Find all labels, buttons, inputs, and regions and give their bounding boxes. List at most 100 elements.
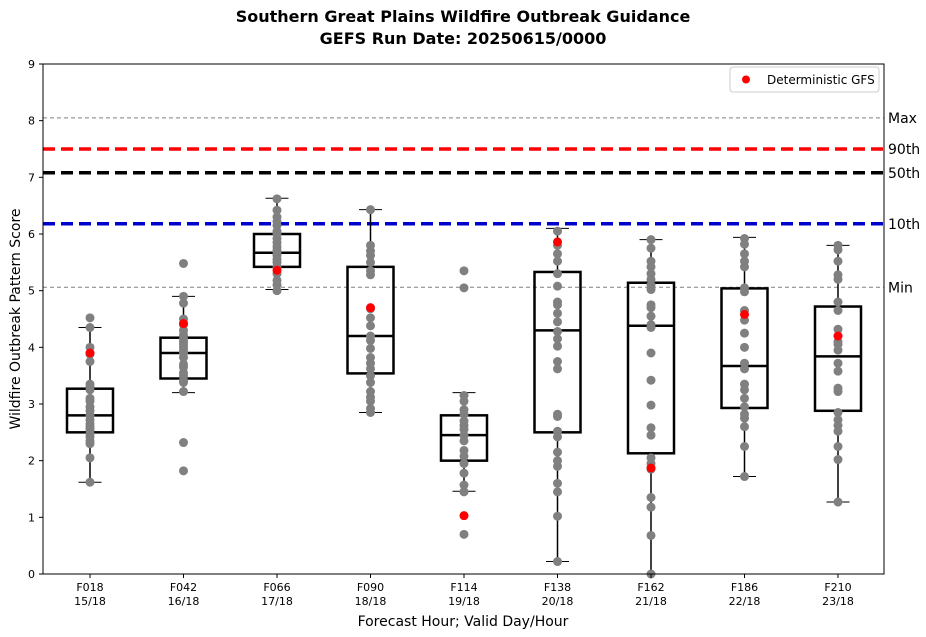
ensemble-member-point [553, 364, 562, 374]
ensemble-member-point [553, 326, 562, 336]
ensemble-member-point [366, 257, 375, 267]
ensemble-member-point [646, 348, 656, 358]
y-tick-label: 1 [28, 511, 35, 524]
y-tick-label: 4 [28, 341, 35, 354]
ensemble-member-point [740, 379, 749, 389]
reference-label-10th: 10th [888, 217, 920, 233]
ensemble-member-point [459, 487, 469, 497]
ensemble-member-point [272, 275, 282, 285]
x-tick-label: F114 19/18 [448, 581, 480, 608]
ensemble-member-point [179, 298, 188, 308]
ensemble-member-point [179, 438, 188, 448]
deterministic-gfs-point [459, 511, 469, 521]
ensemble-member-point [366, 321, 375, 331]
ensemble-member-point [553, 511, 562, 521]
x-tick-label: F162 21/18 [635, 581, 667, 608]
ensemble-member-point [459, 405, 469, 415]
legend-marker-deterministic [742, 75, 750, 84]
reference-label-50th: 50th [888, 166, 920, 182]
ensemble-member-point [179, 466, 188, 476]
deterministic-gfs-point [833, 331, 843, 341]
reference-label-max: Max [888, 111, 917, 127]
ensemble-member-point [272, 212, 282, 222]
ensemble-member-point [553, 256, 562, 266]
ensemble-member-point [553, 269, 562, 279]
ensemble-member-point [833, 455, 843, 465]
x-tick-label: F018 15/18 [74, 581, 106, 608]
ensemble-member-point [553, 487, 562, 497]
ensemble-member-point [833, 497, 843, 507]
ensemble-member-point [646, 493, 656, 502]
ensemble-member-point [833, 442, 843, 451]
ensemble-member-point [833, 358, 843, 368]
ensemble-member-point [740, 249, 749, 259]
ensemble-member-point [740, 328, 749, 338]
ensemble-member-point [366, 313, 375, 323]
ensemble-member-point [366, 371, 375, 381]
ensemble-member-point [366, 404, 375, 414]
ensemble-member-point [553, 308, 562, 318]
deterministic-gfs-point [740, 309, 749, 319]
ensemble-member-point [646, 311, 656, 321]
plot-area: 0 1 2 3 4 5 6 7 8 9 Max 90th 50th 10th Min F018 15/18 F04… [28, 58, 920, 608]
deterministic-gfs-point [366, 303, 375, 313]
chart-title: Southern Great Plains Wildfire Outbreak … [236, 7, 691, 26]
ensemble-member-point [553, 226, 562, 236]
deterministic-gfs-point [272, 265, 282, 275]
ensemble-member-point [85, 313, 95, 323]
ensemble-member-point [740, 234, 749, 244]
ensemble-member-point [553, 281, 562, 291]
deterministic-gfs-point [553, 237, 562, 247]
x-tick-label: F186 22/18 [729, 581, 761, 608]
ensemble-member-point [833, 240, 843, 250]
deterministic-gfs-point [85, 348, 95, 358]
ensemble-member-point [459, 416, 469, 426]
ensemble-member-point [553, 317, 562, 327]
chart-subtitle: GEFS Run Date: 20250615/0000 [320, 29, 607, 48]
ensemble-member-point [646, 269, 656, 279]
y-tick-label: 0 [28, 568, 35, 581]
ensemble-member-point [366, 205, 375, 215]
y-tick-label: 5 [28, 285, 35, 298]
y-tick-label: 6 [28, 228, 35, 241]
ensemble-member-point [740, 409, 749, 419]
ensemble-member-point [740, 358, 749, 368]
ensemble-member-point [272, 205, 282, 215]
ensemble-member-point [740, 283, 749, 293]
ensemble-member-point [833, 256, 843, 266]
ensemble-member-point [740, 442, 749, 451]
box-iqr [533, 270, 582, 434]
reference-label-min: Min [888, 280, 913, 296]
ensemble-member-point [646, 423, 656, 433]
ensemble-member-point [553, 357, 562, 366]
ensemble-member-point [553, 341, 562, 351]
ensemble-member-point [459, 529, 469, 539]
ensemble-member-point [459, 459, 469, 468]
ensemble-member-point [646, 320, 656, 330]
reference-label-90th: 90th [888, 142, 920, 158]
x-tick-label: F138 20/18 [542, 581, 574, 608]
ensemble-member-point [272, 194, 282, 204]
ensemble-member-point [85, 357, 95, 366]
ensemble-member-point [366, 266, 375, 276]
ensemble-member-point [646, 243, 656, 253]
ensemble-member-point [366, 240, 375, 250]
ensemble-member-point [740, 393, 749, 403]
ensemble-member-point [833, 366, 843, 376]
ensemble-member-point [740, 472, 749, 482]
ensemble-member-point [85, 453, 95, 463]
ensemble-member-point [833, 408, 843, 417]
ensemble-member-point [179, 258, 188, 268]
ensemble-member-point [553, 557, 562, 567]
ensemble-member-point [646, 235, 656, 245]
x-tick-label: F066 17/18 [261, 581, 293, 608]
ensemble-member-point [646, 256, 656, 266]
ensemble-member-point [85, 477, 95, 487]
ensemble-member-point [833, 306, 843, 315]
ensemble-member-point [366, 343, 375, 353]
ensemble-member-point [740, 422, 749, 432]
ensemble-member-point [85, 379, 95, 389]
ensemble-member-point [366, 377, 375, 387]
y-tick-label: 2 [28, 455, 35, 468]
